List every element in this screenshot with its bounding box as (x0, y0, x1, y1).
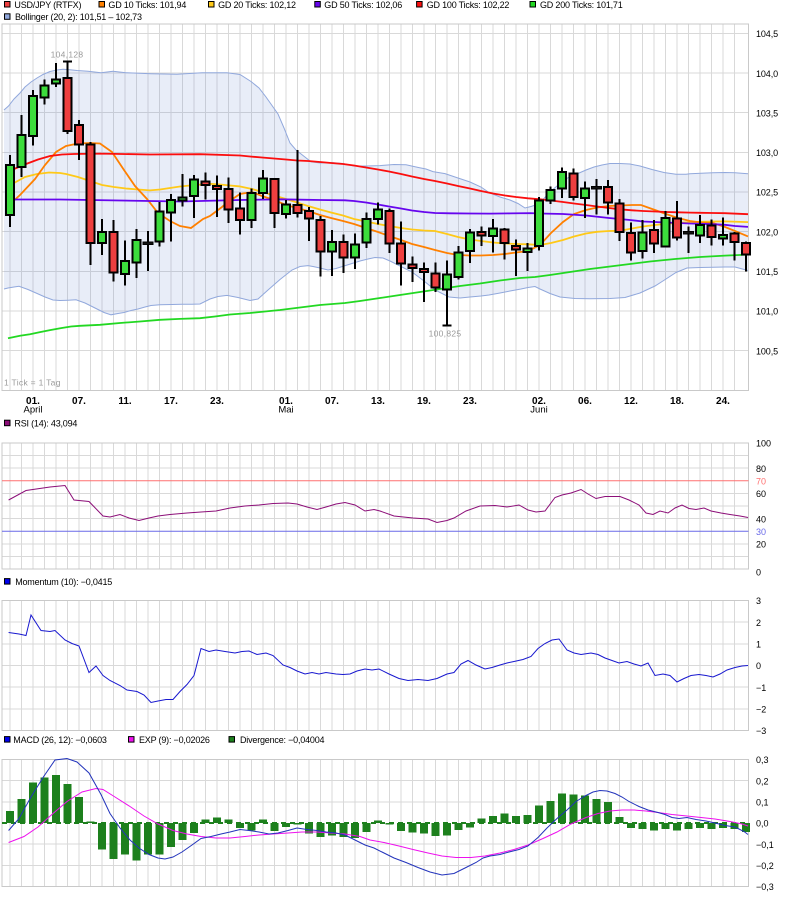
svg-text:GD 20 Ticks: 102,12: GD 20 Ticks: 102,12 (218, 0, 296, 10)
svg-text:80: 80 (756, 464, 766, 474)
svg-text:Mai: Mai (278, 405, 293, 416)
svg-text:0,3: 0,3 (756, 755, 769, 765)
svg-text:−0,2: −0,2 (756, 861, 774, 871)
svg-text:April: April (23, 405, 42, 416)
svg-text:−0,3: −0,3 (756, 882, 774, 892)
svg-text:−1: −1 (756, 683, 766, 693)
svg-text:0,0: 0,0 (756, 819, 769, 829)
svg-text:103,5: 103,5 (756, 108, 778, 118)
svg-text:Momentum (10): −0,0415: Momentum (10): −0,0415 (15, 577, 112, 587)
svg-text:Divergence: −0,04004: Divergence: −0,04004 (240, 735, 325, 745)
svg-text:1 Tick = 1 Tag: 1 Tick = 1 Tag (4, 378, 61, 388)
svg-text:100: 100 (756, 439, 771, 449)
svg-text:104,0: 104,0 (756, 69, 778, 79)
svg-text:06.: 06. (578, 396, 592, 407)
svg-text:01.: 01. (279, 396, 293, 407)
svg-text:100,825: 100,825 (429, 329, 462, 339)
svg-text:0,1: 0,1 (756, 798, 769, 808)
svg-text:100,5: 100,5 (756, 346, 778, 356)
svg-text:40: 40 (756, 514, 766, 524)
svg-text:01.: 01. (26, 396, 40, 407)
svg-text:23.: 23. (210, 396, 224, 407)
svg-text:0: 0 (756, 568, 761, 578)
svg-text:102,5: 102,5 (756, 188, 778, 198)
svg-text:Bollinger (20, 2): 101,51 – 10: Bollinger (20, 2): 101,51 – 102,73 (15, 12, 142, 22)
svg-text:30: 30 (756, 527, 766, 537)
svg-text:0,2: 0,2 (756, 776, 769, 786)
svg-text:GD 10 Ticks: 101,94: GD 10 Ticks: 101,94 (108, 0, 186, 10)
svg-text:−0,1: −0,1 (756, 840, 774, 850)
svg-text:17.: 17. (164, 396, 178, 407)
svg-text:Juni: Juni (530, 405, 547, 416)
svg-text:12.: 12. (624, 396, 638, 407)
svg-text:3: 3 (756, 596, 761, 606)
svg-text:102,0: 102,0 (756, 227, 778, 237)
svg-text:18.: 18. (670, 396, 684, 407)
svg-text:101,0: 101,0 (756, 307, 778, 317)
svg-text:0: 0 (756, 661, 761, 671)
svg-text:MACD (26, 12): −0,0603: MACD (26, 12): −0,0603 (13, 735, 107, 745)
svg-text:RSI (14): 43,094: RSI (14): 43,094 (14, 419, 77, 429)
svg-text:24.: 24. (716, 396, 730, 407)
svg-text:101,5: 101,5 (756, 267, 778, 277)
svg-text:GD 100 Ticks: 102,22: GD 100 Ticks: 102,22 (427, 0, 510, 10)
svg-text:07.: 07. (72, 396, 86, 407)
svg-text:−3: −3 (756, 726, 766, 736)
svg-text:−2: −2 (756, 705, 766, 715)
svg-text:GD 200 Ticks: 101,71: GD 200 Ticks: 101,71 (540, 0, 623, 10)
svg-text:02.: 02. (532, 396, 546, 407)
svg-text:23.: 23. (463, 396, 477, 407)
svg-text:1: 1 (756, 640, 761, 650)
svg-text:20: 20 (756, 540, 766, 550)
svg-text:GD 50 Ticks: 102,06: GD 50 Ticks: 102,06 (324, 0, 402, 10)
svg-text:2: 2 (756, 618, 761, 628)
svg-text:103,0: 103,0 (756, 148, 778, 158)
svg-text:07.: 07. (325, 396, 339, 407)
svg-text:104,128: 104,128 (51, 50, 84, 60)
svg-text:70: 70 (756, 477, 766, 487)
svg-text:EXP (9): −0,02026: EXP (9): −0,02026 (139, 735, 210, 745)
svg-text:USD/JPY (RTFX): USD/JPY (RTFX) (14, 0, 81, 10)
svg-text:19.: 19. (417, 396, 431, 407)
svg-text:13.: 13. (371, 396, 385, 407)
svg-text:104,5: 104,5 (756, 29, 778, 39)
svg-text:60: 60 (756, 489, 766, 499)
svg-text:11.: 11. (118, 396, 132, 407)
